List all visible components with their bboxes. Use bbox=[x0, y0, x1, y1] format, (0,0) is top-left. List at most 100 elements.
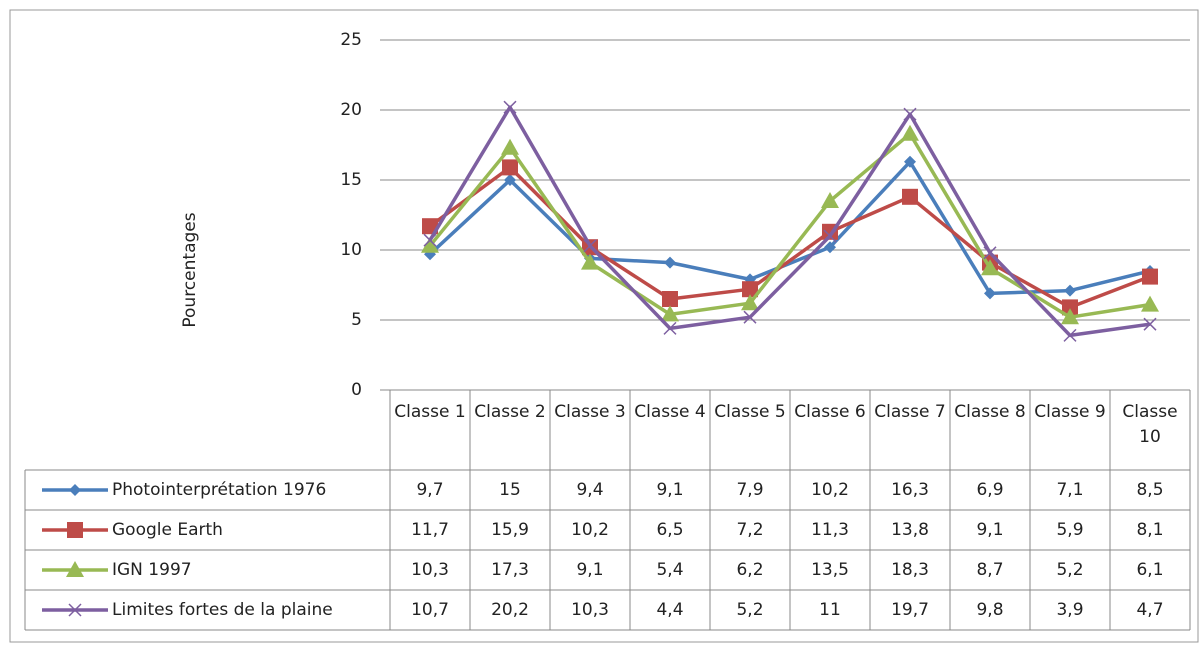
table-value: 10,2 bbox=[811, 480, 849, 500]
legend-label: IGN 1997 bbox=[112, 560, 192, 580]
marker bbox=[901, 124, 919, 141]
table-value: 5,4 bbox=[656, 560, 683, 580]
table-value: 7,1 bbox=[1056, 480, 1083, 500]
y-tick-label: 20 bbox=[340, 100, 362, 120]
table-value: 10,3 bbox=[571, 600, 609, 620]
marker bbox=[981, 259, 999, 276]
marker bbox=[904, 155, 916, 168]
y-tick-label: 5 bbox=[351, 310, 362, 330]
table-value: 7,9 bbox=[736, 480, 763, 500]
y-tick-label: 10 bbox=[340, 240, 362, 260]
table-value: 8,1 bbox=[1136, 520, 1163, 540]
table-value: 9,1 bbox=[976, 520, 1003, 540]
marker bbox=[662, 291, 678, 307]
table-value: 6,1 bbox=[1136, 560, 1163, 580]
marker bbox=[661, 305, 679, 322]
table-value: 6,9 bbox=[976, 480, 1003, 500]
table-value: 6,5 bbox=[656, 520, 683, 540]
x-tick-label: Classe 3 bbox=[554, 402, 626, 422]
marker bbox=[1141, 295, 1159, 312]
marker bbox=[1142, 268, 1158, 285]
table-value: 13,5 bbox=[811, 560, 849, 580]
table-value: 9,7 bbox=[416, 480, 443, 500]
marker bbox=[983, 246, 997, 260]
marker bbox=[1062, 299, 1078, 316]
marker bbox=[502, 159, 518, 176]
line bbox=[428, 160, 1151, 296]
table-value: 10,7 bbox=[411, 600, 449, 620]
x-tick-label: Classe 10 bbox=[1122, 402, 1178, 447]
marker bbox=[743, 310, 757, 324]
marker bbox=[501, 138, 519, 155]
legend-label: Limites fortes de la plaine bbox=[112, 600, 333, 620]
x-tick-label: Classe 4 bbox=[634, 402, 706, 422]
table-value: 3,9 bbox=[1056, 600, 1083, 620]
marker bbox=[903, 107, 917, 121]
marker bbox=[1143, 317, 1157, 331]
table-value: 20,2 bbox=[491, 600, 529, 620]
table-value: 11,3 bbox=[811, 520, 849, 540]
table-value: 16,3 bbox=[891, 480, 929, 500]
x-tick-label: Classe 5 bbox=[714, 402, 786, 422]
marker bbox=[503, 100, 517, 114]
table-value: 5,2 bbox=[1056, 560, 1083, 580]
y-tick-label: 0 bbox=[351, 380, 362, 400]
table-value: 18,3 bbox=[891, 560, 929, 580]
marker bbox=[583, 239, 597, 253]
table-value: 11,7 bbox=[411, 520, 449, 540]
table-value: 8,7 bbox=[976, 560, 1003, 580]
marker bbox=[1061, 308, 1079, 325]
marker bbox=[984, 287, 996, 300]
table-value: 9,4 bbox=[576, 480, 603, 500]
table-value: 8,5 bbox=[1136, 480, 1163, 500]
marker bbox=[824, 241, 836, 254]
frame bbox=[9, 9, 1199, 643]
y-axis-label: Pourcentages bbox=[180, 212, 200, 327]
marker bbox=[67, 522, 83, 538]
table-value: 17,3 bbox=[491, 560, 529, 580]
marker bbox=[581, 253, 599, 270]
y-tick-label: 25 bbox=[340, 30, 362, 50]
line bbox=[428, 132, 1151, 319]
x-tick-label: Classe 2 bbox=[474, 402, 546, 422]
marker bbox=[421, 236, 439, 253]
x-tick-label: Classe 9 bbox=[1034, 402, 1106, 422]
table-value: 4,7 bbox=[1136, 600, 1163, 620]
x-tick-label: Classe 6 bbox=[794, 402, 866, 422]
legend-label: Google Earth bbox=[112, 520, 223, 540]
line bbox=[428, 105, 1151, 338]
table-value: 10,3 bbox=[411, 560, 449, 580]
marker bbox=[664, 256, 676, 269]
x-tick-label: Classe 7 bbox=[874, 402, 946, 422]
marker bbox=[66, 561, 84, 577]
table-value: 5,2 bbox=[736, 600, 763, 620]
marker bbox=[823, 229, 837, 243]
table-value: 19,7 bbox=[891, 600, 929, 620]
table-value: 9,1 bbox=[656, 480, 683, 500]
marker bbox=[742, 281, 758, 298]
marker bbox=[821, 192, 839, 208]
marker bbox=[1063, 328, 1077, 342]
legend-label: Photointerprétation 1976 bbox=[112, 480, 326, 500]
table-value: 9,8 bbox=[976, 600, 1003, 620]
table-value: 5,9 bbox=[1056, 520, 1083, 540]
table-value: 9,1 bbox=[576, 560, 603, 580]
marker bbox=[423, 233, 437, 247]
marker bbox=[741, 294, 759, 311]
marker bbox=[663, 321, 677, 335]
table-value: 13,8 bbox=[891, 520, 929, 540]
table-value: 15 bbox=[499, 480, 521, 500]
x-tick-label: Classe 8 bbox=[954, 402, 1026, 422]
table-value: 4,4 bbox=[656, 600, 683, 620]
y-tick-label: 15 bbox=[340, 170, 362, 190]
table-value: 10,2 bbox=[571, 520, 609, 540]
marker bbox=[68, 603, 82, 617]
table-value: 11 bbox=[819, 600, 841, 620]
table-value: 15,9 bbox=[491, 520, 529, 540]
marker bbox=[69, 484, 81, 496]
marker bbox=[902, 188, 918, 205]
x-tick-label: Classe 1 bbox=[394, 402, 466, 422]
marker bbox=[1064, 284, 1076, 297]
